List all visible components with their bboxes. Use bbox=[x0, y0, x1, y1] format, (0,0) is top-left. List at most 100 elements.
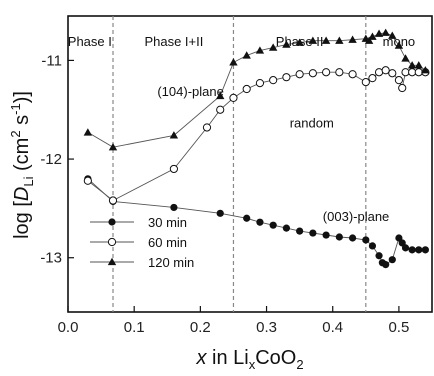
series-2-point-24 bbox=[421, 66, 430, 74]
series-0-point-22 bbox=[408, 246, 416, 254]
plot-frame bbox=[67, 15, 433, 313]
series-2-point-11 bbox=[321, 36, 331, 44]
series-2-line bbox=[87, 32, 426, 148]
series-1-point-4 bbox=[216, 105, 225, 114]
legend: 30 min 60 min 120 min bbox=[90, 215, 194, 270]
series-1-point-12 bbox=[322, 68, 331, 77]
series-layer bbox=[83, 28, 430, 269]
x-tick-label-5: 0.5 bbox=[388, 319, 409, 336]
y-axis-title-Dsub: Li bbox=[21, 176, 36, 186]
series-2-point-21 bbox=[401, 54, 410, 62]
series-2-point-10 bbox=[308, 36, 318, 44]
phase-label-1: Phase I+II bbox=[144, 34, 203, 49]
annotation-0: (104)-plane bbox=[157, 84, 224, 99]
series-1-point-7 bbox=[255, 78, 265, 88]
series-1-point-15 bbox=[361, 78, 370, 87]
series-1-point-3 bbox=[202, 123, 212, 132]
series-2-point-7 bbox=[268, 43, 278, 51]
series-2-point-6 bbox=[255, 46, 265, 54]
series-2-point-15 bbox=[364, 36, 374, 44]
legend-marker-0 bbox=[108, 218, 116, 226]
series-1-point-5 bbox=[229, 93, 238, 102]
series-0-point-24 bbox=[421, 246, 429, 254]
series-2-point-20 bbox=[394, 41, 404, 49]
series-2-point-17 bbox=[374, 29, 384, 37]
series-0-point-23 bbox=[415, 246, 423, 254]
series-2-point-9 bbox=[295, 38, 304, 46]
series-2-point-4 bbox=[229, 58, 238, 66]
series-2-point-13 bbox=[348, 35, 357, 43]
x-tick-label-2: 0.2 bbox=[190, 319, 211, 336]
series-0-point-18 bbox=[388, 256, 396, 264]
series-1-point-9 bbox=[282, 73, 291, 82]
x-axis-title-sub1: x bbox=[249, 357, 256, 372]
y-axis-title: log [DLi (cm2 s-1)] bbox=[8, 91, 36, 239]
x-axis-title-sub2: 2 bbox=[296, 357, 303, 372]
series-0-point-11 bbox=[335, 233, 343, 241]
x-axis-title-text2: CoO bbox=[255, 347, 296, 369]
y-tick-label-0: -11 bbox=[41, 52, 62, 69]
legend-marker-1 bbox=[107, 237, 117, 247]
y-axis-title-sup1: 2 bbox=[8, 130, 23, 137]
series-2-point-5 bbox=[242, 51, 251, 59]
axis-ticks: 0.0 0.1 0.2 0.3 0.4 0.5 -11 -12 -13 bbox=[40, 52, 409, 336]
series-1-point-13 bbox=[335, 68, 344, 77]
x-tick-label-0: 0.0 bbox=[58, 319, 79, 336]
series-1-point-18 bbox=[381, 66, 390, 75]
y-axis-title-pre: log [ bbox=[11, 201, 33, 239]
series-1-point-2 bbox=[169, 164, 178, 174]
legend-label-0: 30 min bbox=[148, 215, 187, 230]
series-0-point-3 bbox=[216, 209, 224, 217]
series-1-point-0 bbox=[83, 176, 92, 185]
x-axis-title-italic: x bbox=[195, 347, 207, 369]
series-1-point-19 bbox=[388, 69, 397, 78]
x-tick-label-3: 0.3 bbox=[256, 319, 277, 336]
series-2-point-22 bbox=[407, 61, 417, 69]
series-0-point-12 bbox=[348, 234, 357, 242]
series-2-point-19 bbox=[388, 31, 397, 39]
series-2-point-0 bbox=[83, 128, 93, 136]
series-1-point-1 bbox=[108, 196, 118, 205]
y-axis-title-D: D bbox=[11, 187, 33, 201]
series-1-point-8 bbox=[269, 76, 278, 85]
series-0-point-13 bbox=[362, 236, 370, 244]
phase-label-0: Phase I bbox=[68, 34, 112, 49]
series-0-point-6 bbox=[269, 221, 277, 229]
y-axis-title-post: )] bbox=[11, 91, 33, 103]
series-1-point-10 bbox=[295, 70, 304, 79]
series-0-point-5 bbox=[256, 218, 264, 226]
y-tick-label-2: -13 bbox=[40, 250, 62, 267]
x-tick-label-4: 0.4 bbox=[322, 319, 343, 336]
y-axis-title-sup2: -1 bbox=[8, 103, 23, 115]
annotation-2: (003)-plane bbox=[323, 209, 390, 224]
phase-labels: Phase I Phase I+II Phase II mono bbox=[68, 34, 415, 49]
series-1-point-11 bbox=[308, 69, 317, 78]
series-2-point-2 bbox=[169, 131, 179, 139]
series-0-point-10 bbox=[322, 231, 330, 239]
series-0-point-4 bbox=[243, 214, 251, 222]
annotation-1: random bbox=[290, 115, 334, 130]
phase-label-2: Phase II bbox=[276, 34, 324, 49]
series-1-point-20 bbox=[394, 76, 404, 85]
series-2-point-16 bbox=[368, 32, 377, 40]
series-0-point-14 bbox=[368, 242, 377, 250]
series-2 bbox=[83, 28, 430, 151]
annotations: (104)-plane random (003)-plane bbox=[157, 84, 389, 224]
series-0-point-8 bbox=[296, 227, 304, 235]
series-0-point-15 bbox=[375, 252, 383, 260]
phase-label-3: mono bbox=[383, 34, 416, 49]
series-1-point-17 bbox=[374, 68, 384, 77]
legend-label-2: 120 min bbox=[148, 255, 194, 270]
series-1-point-14 bbox=[348, 70, 357, 79]
series-1-point-6 bbox=[242, 84, 251, 94]
series-2-point-3 bbox=[216, 91, 225, 100]
x-axis-title: x in LixCoO2 bbox=[195, 347, 303, 372]
series-1-point-16 bbox=[368, 74, 377, 83]
y-tick-label-1: -12 bbox=[40, 151, 62, 168]
series-2-point-1 bbox=[108, 143, 118, 151]
series-2-point-18 bbox=[381, 28, 390, 36]
legend-label-1: 60 min bbox=[148, 235, 187, 250]
y-axis-title-mid: (cm bbox=[11, 138, 33, 177]
series-1 bbox=[83, 66, 430, 205]
